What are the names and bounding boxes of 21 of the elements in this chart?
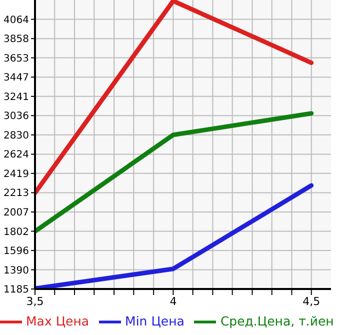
y-tick-label: 3036 bbox=[4, 111, 29, 122]
y-tick-label: 2213 bbox=[4, 188, 29, 200]
y-tick-label: 2624 bbox=[4, 150, 29, 161]
y-tick-label: 1185 bbox=[4, 284, 29, 296]
legend-label: Min Цена bbox=[125, 313, 184, 328]
y-tick-label: 1802 bbox=[4, 226, 29, 238]
y-tick-label: 1596 bbox=[4, 246, 29, 258]
y-tick-label: 4064 bbox=[4, 14, 29, 26]
y-tick-label: 3241 bbox=[4, 92, 29, 103]
legend-label: Сред.Цена, т.йен bbox=[220, 313, 334, 328]
y-tick-label: 3858 bbox=[4, 34, 29, 46]
y-tick-label: 3653 bbox=[4, 53, 29, 64]
y-tick-label: 2419 bbox=[4, 168, 29, 180]
y-tick-label: 2007 bbox=[4, 208, 29, 219]
y-tick-label: 2830 bbox=[4, 130, 29, 142]
x-tick-label: 4 bbox=[170, 294, 177, 308]
y-tick-label: 1390 bbox=[4, 265, 29, 276]
x-tick-label: 4,5 bbox=[302, 294, 320, 308]
y-tick-label: 3447 bbox=[4, 72, 29, 84]
x-tick-label: 3,5 bbox=[26, 294, 44, 308]
legend-label: Max Цена bbox=[26, 313, 90, 328]
